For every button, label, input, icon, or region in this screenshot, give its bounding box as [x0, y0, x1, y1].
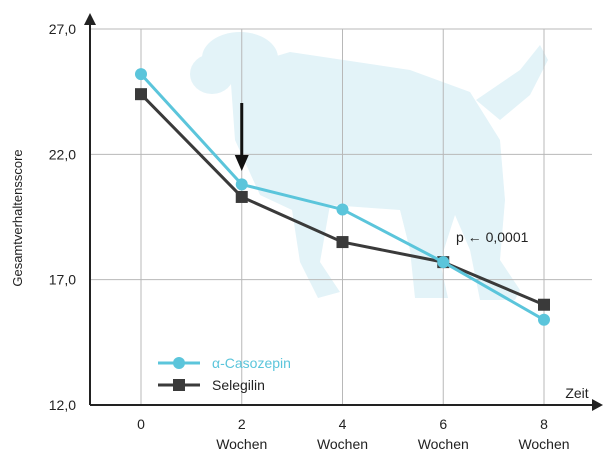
legend-label: α-Casozepin	[212, 355, 291, 371]
grid-lines	[90, 28, 592, 405]
y-tick-label: 22,0	[49, 146, 76, 162]
data-point-selegilin	[235, 190, 248, 203]
y-axis-title: Gesamtverhaltensscore	[10, 149, 25, 286]
x-axis-title: Zeit	[565, 385, 588, 401]
annotations: p ← 0,0001	[234, 103, 529, 245]
legend-marker-square	[173, 379, 185, 391]
p-value-label: p ← 0,0001	[456, 229, 529, 245]
legend: α-Casozepin Selegilin	[158, 355, 291, 393]
data-point-casozepin	[135, 68, 147, 81]
data-point-casozepin	[235, 178, 248, 191]
dog-silhouette-icon	[190, 32, 548, 300]
y-tick-label: 27,0	[49, 21, 76, 37]
x-tick-label: 6	[439, 416, 447, 432]
x-axis-arrowhead	[592, 399, 603, 411]
legend-marker-circle	[173, 357, 185, 369]
data-point-casozepin	[336, 203, 349, 216]
x-tick-label: 2	[238, 416, 246, 432]
axes	[84, 13, 603, 411]
x-tick-label: 4	[339, 416, 347, 432]
series-group	[135, 68, 550, 326]
data-point-casozepin	[437, 256, 450, 269]
data-point-selegilin	[336, 236, 349, 249]
x-tick-sublabel: Wochen	[216, 436, 267, 452]
legend-label: Selegilin	[212, 377, 265, 393]
y-tick-label: 17,0	[49, 272, 76, 288]
down-arrow-icon	[234, 155, 249, 171]
x-tick-sublabel: Wochen	[418, 436, 469, 452]
data-point-selegilin	[135, 88, 147, 101]
x-tick-sublabel: Wochen	[518, 436, 569, 452]
y-tick-labels: 12,0 17,0 22,0 27,0	[49, 21, 76, 413]
data-point-casozepin	[538, 313, 550, 326]
y-tick-label: 12,0	[49, 397, 76, 413]
y-axis-arrowhead	[84, 13, 96, 25]
x-tick-labels: 0 2 Wochen 4 Wochen 6 Wochen 8 Wochen	[137, 416, 569, 452]
x-tick-label: 0	[137, 416, 145, 432]
x-tick-sublabel: Wochen	[317, 436, 368, 452]
x-tick-label: 8	[540, 416, 548, 432]
data-point-selegilin	[538, 298, 550, 311]
